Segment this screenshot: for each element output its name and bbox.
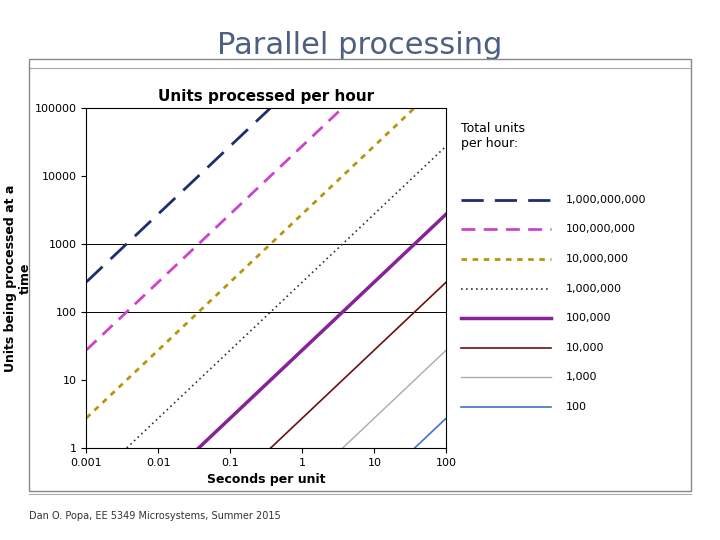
Text: 100,000,000: 100,000,000 xyxy=(565,225,635,234)
Title: Units processed per hour: Units processed per hour xyxy=(158,89,374,104)
Y-axis label: Units being processed at a
time: Units being processed at a time xyxy=(4,185,32,372)
Text: Total units
per hour:: Total units per hour: xyxy=(461,122,525,150)
Text: 1,000: 1,000 xyxy=(565,373,597,382)
Text: 1,000,000: 1,000,000 xyxy=(565,284,621,294)
Text: Dan O. Popa, EE 5349 Microsystems, Summer 2015: Dan O. Popa, EE 5349 Microsystems, Summe… xyxy=(29,511,281,521)
Text: 100: 100 xyxy=(565,402,586,412)
Text: 1,000,000,000: 1,000,000,000 xyxy=(565,195,646,205)
Text: 10,000: 10,000 xyxy=(565,343,604,353)
Text: Parallel processing: Parallel processing xyxy=(217,31,503,60)
X-axis label: Seconds per unit: Seconds per unit xyxy=(207,474,325,487)
Text: 10,000,000: 10,000,000 xyxy=(565,254,629,264)
Text: 100,000: 100,000 xyxy=(565,313,611,323)
